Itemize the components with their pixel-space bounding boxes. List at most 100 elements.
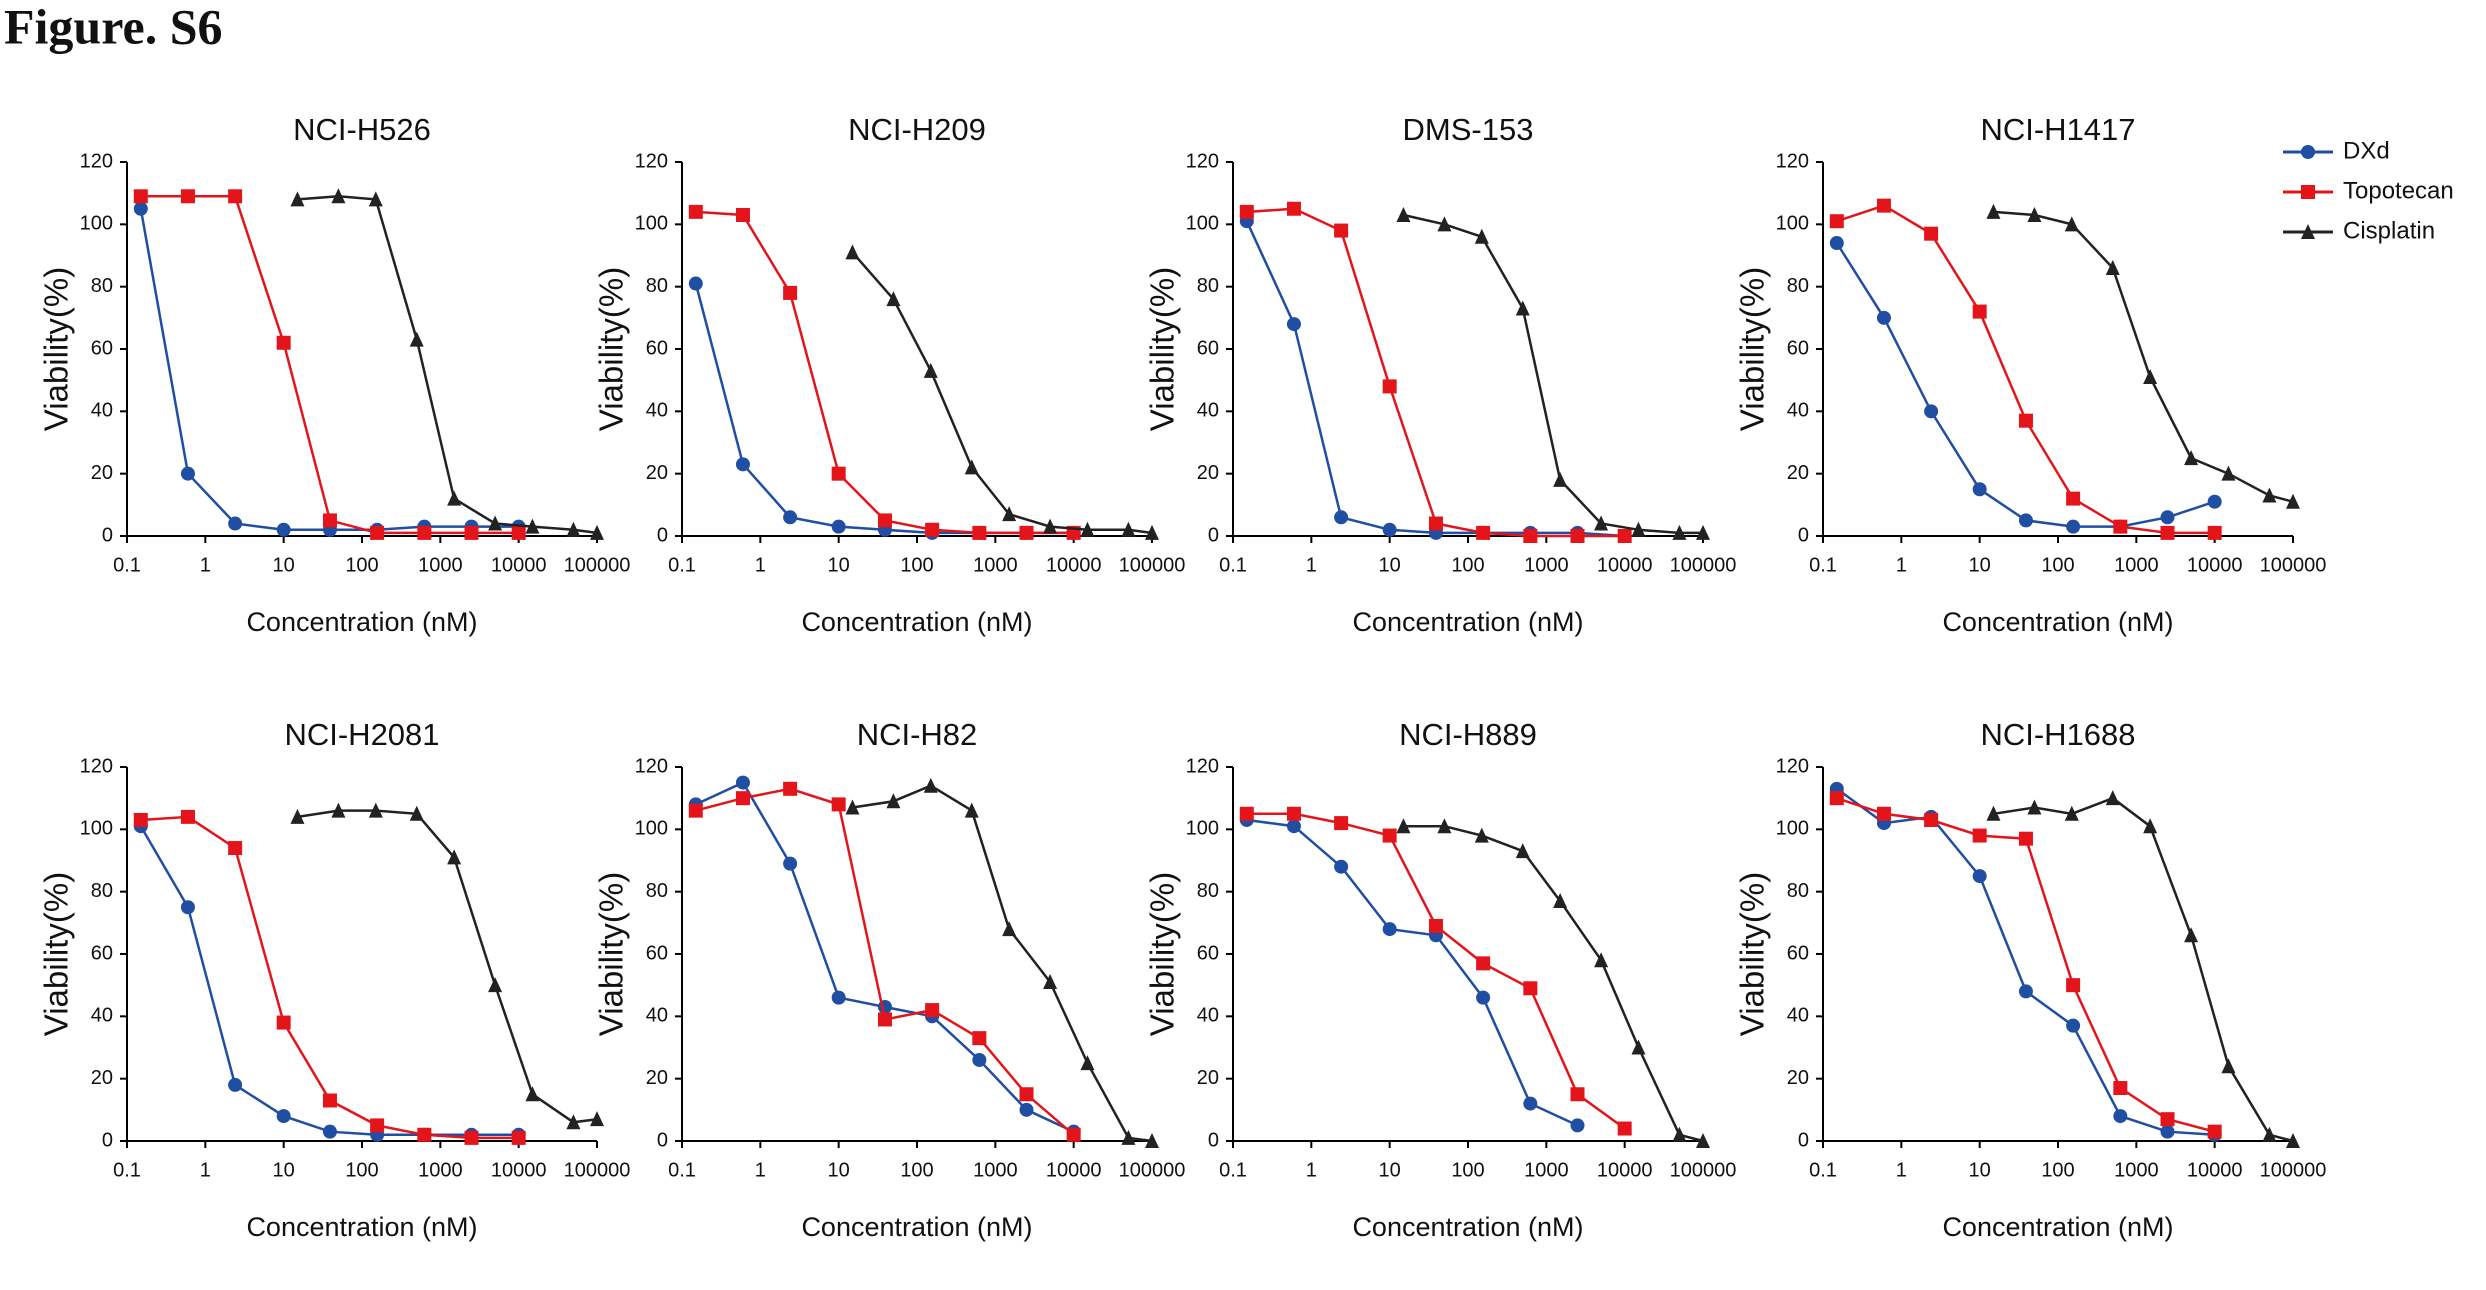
- marker-circle: [831, 519, 846, 534]
- marker-circle: [1019, 1102, 1034, 1117]
- marker-square: [322, 1093, 337, 1108]
- x-tick-label: 10: [828, 554, 850, 576]
- marker-square: [1972, 304, 1987, 319]
- marker-triangle: [1474, 228, 1489, 244]
- y-tick-label: 100: [635, 213, 668, 235]
- x-tick-label: 1000: [2114, 1159, 2159, 1181]
- y-tick-label: 60: [1197, 337, 1219, 359]
- marker-square: [783, 781, 798, 796]
- marker-square: [1382, 828, 1397, 843]
- legend-label: Topotecan: [2343, 177, 2454, 204]
- marker-circle: [2160, 1124, 2175, 1139]
- x-tick-label: 100: [2041, 554, 2074, 576]
- marker-circle: [276, 1109, 291, 1124]
- y-tick-label: 100: [80, 818, 113, 840]
- x-tick-label: 1: [200, 554, 211, 576]
- x-tick-label: 10000: [1597, 1159, 1653, 1181]
- marker-square: [1570, 1087, 1585, 1102]
- marker-triangle: [447, 490, 462, 506]
- marker-circle: [1382, 922, 1397, 937]
- x-tick-label: 100: [345, 1159, 378, 1181]
- y-tick-label: 60: [91, 942, 113, 964]
- marker-circle: [276, 522, 291, 537]
- marker-triangle: [1043, 518, 1058, 534]
- y-tick-label: 100: [80, 213, 113, 235]
- panel: 0 20 40 60 80 100 120 0.1 1 10 100 1000 10000 100000 N…: [38, 112, 631, 637]
- x-tick-label: 1000: [418, 1159, 463, 1181]
- y-tick-label: 100: [1186, 818, 1219, 840]
- curve: [852, 784, 1153, 1143]
- marker-triangle: [1396, 818, 1411, 834]
- y-tick-label: 60: [91, 337, 113, 359]
- marker-circle: [322, 1124, 337, 1139]
- y-tick-label: 100: [635, 818, 668, 840]
- y-tick-label: 100: [1776, 213, 1809, 235]
- x-tick-label: 0.1: [1809, 554, 1837, 576]
- y-tick-label: 60: [646, 942, 668, 964]
- x-tick-label: 100000: [1670, 554, 1737, 576]
- marker-square: [1924, 226, 1939, 241]
- marker-triangle: [2027, 799, 2042, 815]
- marker-circle: [972, 1052, 987, 1067]
- curve: [140, 815, 519, 1140]
- marker-triangle: [1080, 521, 1095, 537]
- marker-square: [1019, 525, 1034, 540]
- marker-square: [1334, 223, 1349, 238]
- marker-triangle: [1594, 515, 1609, 531]
- y-tick-label: 40: [646, 1005, 668, 1027]
- marker-square: [2207, 525, 2222, 540]
- x-tick-label: 100: [2041, 1159, 2074, 1181]
- x-tick-label: 0.1: [113, 554, 141, 576]
- marker-circle: [2018, 984, 2033, 999]
- y-tick-label: 20: [1197, 462, 1219, 484]
- marker-triangle: [886, 291, 901, 307]
- marker-circle: [1876, 310, 1891, 325]
- x-tick-label: 1000: [973, 1159, 1018, 1181]
- x-tick-label: 10000: [1046, 554, 1102, 576]
- marker-square: [2066, 491, 2081, 506]
- x-tick-label: 1000: [973, 554, 1018, 576]
- x-tick-label: 1: [1896, 1159, 1907, 1181]
- marker-square: [322, 513, 337, 528]
- marker-square: [1239, 204, 1254, 219]
- marker-circle: [1286, 819, 1301, 834]
- marker-square: [1829, 791, 1844, 806]
- marker-triangle: [2262, 487, 2277, 503]
- marker-circle: [228, 516, 243, 531]
- x-tick-label: 0.1: [668, 554, 696, 576]
- marker-square: [2066, 978, 2081, 993]
- marker-square: [464, 1130, 479, 1145]
- x-tick-label: 100000: [1119, 554, 1186, 576]
- marker-circle: [1972, 482, 1987, 497]
- marker-triangle: [1437, 216, 1452, 232]
- panel-title: NCI-H889: [1399, 717, 1537, 752]
- marker-square: [2113, 1081, 2128, 1096]
- marker-triangle: [590, 1111, 604, 1127]
- marker-triangle: [1080, 1055, 1095, 1071]
- marker-circle: [1334, 859, 1349, 874]
- y-tick-label: 120: [1776, 150, 1809, 172]
- curve: [851, 251, 1153, 535]
- y-tick-label: 40: [1787, 400, 1809, 422]
- marker-triangle: [2184, 450, 2199, 466]
- marker-square: [2160, 1112, 2175, 1127]
- marker-circle: [688, 276, 703, 291]
- marker-square: [1617, 1121, 1632, 1136]
- x-axis-label: Concentration (nM): [1352, 607, 1583, 637]
- curve: [1993, 210, 2294, 503]
- y-axis-label: Viability(%): [1734, 267, 1771, 431]
- curve: [1246, 812, 1626, 1130]
- marker-square: [1523, 981, 1538, 996]
- marker-circle: [1334, 510, 1349, 525]
- marker-triangle: [1986, 805, 2001, 821]
- x-axis-label: Concentration (nM): [1942, 1212, 2173, 1242]
- marker-circle: [2066, 1018, 2081, 1033]
- x-tick-label: 1: [1306, 1159, 1317, 1181]
- marker-triangle: [1553, 893, 1568, 909]
- x-tick-label: 1: [1306, 554, 1317, 576]
- marker-circle: [1972, 869, 1987, 884]
- y-tick-label: 80: [1197, 275, 1219, 297]
- x-tick-label: 0.1: [668, 1159, 696, 1181]
- curve: [694, 283, 1074, 535]
- marker-square: [831, 466, 846, 481]
